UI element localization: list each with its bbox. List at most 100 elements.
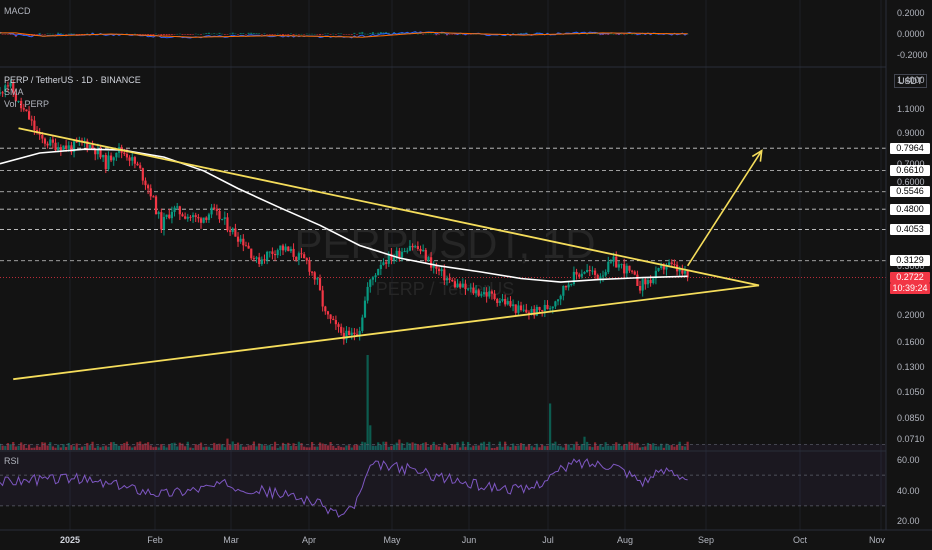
- time-tick: Sep: [697, 535, 714, 545]
- macd-histogram-bar: [390, 33, 393, 35]
- candle-body: [252, 258, 255, 260]
- volume-bar: [252, 441, 255, 450]
- rsi-tick: 20.00: [897, 516, 920, 527]
- macd-histogram-bar: [59, 33, 62, 34]
- macd-histogram-bar: [326, 33, 329, 35]
- macd-histogram-bar: [527, 33, 530, 35]
- macd-histogram-bar: [46, 33, 49, 35]
- volume-bar: [549, 403, 552, 450]
- volume-bar: [366, 355, 369, 450]
- volume-bar: [654, 446, 658, 450]
- candle-body: [432, 265, 435, 268]
- candle-body: [273, 253, 277, 256]
- candle-body: [482, 292, 486, 295]
- candle-body: [144, 180, 147, 186]
- candle-body: [191, 215, 195, 218]
- candle-body: [25, 109, 28, 112]
- volume-bar: [236, 442, 240, 450]
- volume-bar: [543, 446, 546, 450]
- macd-histogram-bar: [9, 34, 12, 35]
- macd-histogram-bar: [22, 34, 25, 36]
- volume-bar: [562, 447, 565, 450]
- candle-body: [681, 268, 684, 274]
- volume-bar: [673, 446, 676, 450]
- volume-bar: [601, 446, 605, 450]
- volume-bar: [400, 443, 404, 450]
- candle-body: [123, 152, 126, 154]
- volume-bar: [607, 445, 610, 450]
- time-tick: 2025: [60, 535, 81, 545]
- macd-histogram-bar: [623, 34, 626, 35]
- time-tick: Mar: [223, 535, 239, 545]
- volume-bar: [242, 446, 245, 450]
- candle-body: [514, 304, 517, 313]
- volume-bar: [131, 447, 134, 450]
- candle-body: [551, 306, 554, 309]
- volume-bar: [300, 443, 303, 450]
- currency-label[interactable]: USDT: [894, 74, 927, 88]
- candle-body: [564, 285, 568, 288]
- volume-bar: [276, 448, 279, 450]
- candle-body: [527, 312, 531, 314]
- volume-bar: [424, 442, 427, 450]
- volume-bar: [295, 446, 298, 450]
- macd-pane: [0, 31, 689, 39]
- candle-body: [464, 283, 467, 290]
- macd-histogram-bar: [186, 34, 189, 35]
- volume-bar: [226, 438, 229, 450]
- candle-body: [593, 270, 597, 275]
- candle-body: [247, 245, 250, 249]
- candle-body: [112, 157, 115, 161]
- volume-bar: [35, 445, 39, 450]
- volume-bar: [612, 445, 615, 450]
- macd-histogram-bar: [155, 33, 158, 35]
- candle-body: [382, 262, 385, 265]
- volume-bar: [482, 441, 486, 450]
- volume-bar: [382, 441, 385, 450]
- candle-body: [549, 308, 552, 310]
- candle-body: [109, 155, 113, 161]
- macd-histogram-bar: [218, 32, 221, 34]
- volume-bar: [62, 444, 65, 450]
- candle-body: [387, 253, 390, 264]
- volume-bar: [683, 446, 687, 450]
- candle-body: [673, 263, 676, 265]
- sma-label[interactable]: SMA: [4, 87, 24, 97]
- macd-histogram-bar: [57, 32, 60, 34]
- symbol-title[interactable]: PERP / TetherUS · 1D · BINANCE: [4, 75, 141, 85]
- volume-bar: [14, 446, 17, 450]
- macd-histogram-bar: [73, 33, 76, 35]
- volume-bar: [652, 443, 655, 450]
- macd-histogram-bar: [586, 33, 589, 35]
- macd-histogram-bar: [6, 34, 9, 35]
- volume-bar: [165, 447, 168, 450]
- volume-bar: [25, 447, 28, 450]
- candle-body: [289, 248, 293, 252]
- volume-bar: [239, 444, 242, 450]
- volume-label[interactable]: Vol · PERP: [4, 99, 50, 109]
- level-pill: 0.4800: [890, 203, 930, 215]
- last-price-label: 0.2722: [890, 272, 930, 283]
- candles[interactable]: [0, 79, 689, 345]
- candle-body: [102, 154, 105, 158]
- volume-bar: [149, 445, 152, 450]
- upper-trendline: [18, 127, 760, 287]
- macd-histogram-bar: [361, 31, 364, 34]
- macd-histogram-bar: [340, 33, 343, 35]
- candle-body: [292, 248, 295, 257]
- macd-histogram-bar: [281, 34, 284, 36]
- candle-body: [62, 145, 65, 151]
- macd-histogram-bar: [329, 34, 332, 35]
- macd-histogram-bar: [625, 33, 628, 35]
- volume-bar: [316, 446, 319, 450]
- macd-histogram-bar: [54, 34, 57, 35]
- volume-bar: [459, 447, 462, 450]
- triangle-trendlines[interactable]: [13, 127, 763, 381]
- candle-body: [165, 214, 168, 217]
- macd-histogram-bar: [189, 34, 192, 35]
- macd-histogram-bar: [295, 33, 298, 35]
- volume-bar: [355, 444, 359, 450]
- volume-bar: [464, 446, 467, 450]
- candle-body: [139, 165, 142, 169]
